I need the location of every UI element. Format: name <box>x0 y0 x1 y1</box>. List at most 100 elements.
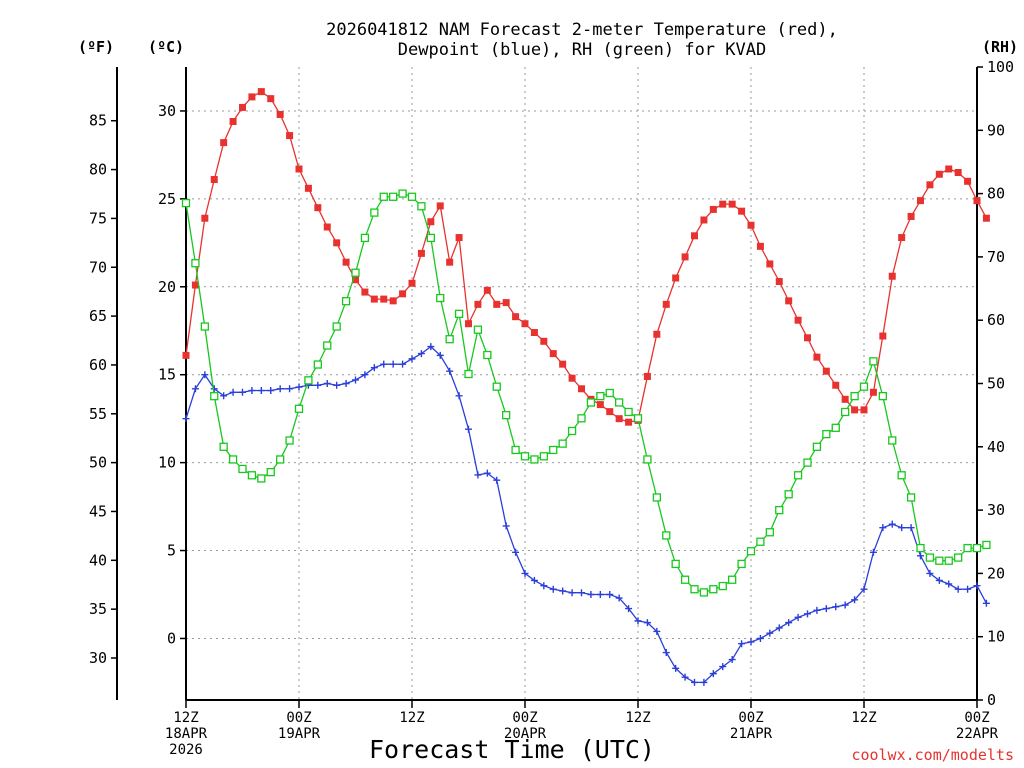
rh-point <box>737 559 746 569</box>
dewpoint-point <box>700 678 708 686</box>
dewpoint-point <box>738 640 746 648</box>
2-meter-temperature-point <box>465 320 472 328</box>
2-meter-temperature-point <box>361 288 369 296</box>
rh-tick-label: 20 <box>987 564 1005 582</box>
fahrenheit-unit-label: (ºF) <box>78 38 114 56</box>
dewpoint-point <box>323 380 331 387</box>
2-meter-temperature-point <box>267 95 275 103</box>
2-meter-temperature-point <box>832 381 840 389</box>
time-tick-label: 00Z <box>738 710 763 726</box>
2-meter-temperature-point <box>672 274 680 282</box>
rh-tick-label: 100 <box>987 58 1014 76</box>
rh-point <box>276 455 285 464</box>
2-meter-temperature-point <box>898 234 906 242</box>
rh-point <box>746 547 756 556</box>
rh-point <box>954 553 963 562</box>
2-meter-temperature-point <box>738 207 746 215</box>
dewpoint-point <box>370 364 378 372</box>
rh-point <box>831 423 840 432</box>
rh-point <box>483 350 492 360</box>
time-tick-label: 20APR <box>504 726 547 742</box>
2-meter-temperature-point <box>408 279 416 287</box>
2-meter-temperature-point <box>568 374 576 382</box>
rh-point <box>888 436 897 445</box>
rh-point <box>228 455 238 464</box>
credit-label: coolwx.com/modelts <box>851 746 1014 764</box>
rh-point <box>586 398 596 407</box>
dewpoint-point <box>879 524 887 532</box>
dewpoint-point <box>719 663 727 671</box>
2-meter-temperature-point <box>540 337 548 345</box>
2-meter-temperature-point <box>201 214 209 222</box>
dewpoint-point <box>417 350 425 358</box>
rh-point <box>699 588 709 597</box>
dewpoint-point <box>832 603 840 611</box>
rh-point <box>652 493 661 502</box>
2-meter-temperature-point <box>380 295 388 303</box>
2-meter-temperature-point <box>220 139 228 147</box>
2-meter-temperature-point <box>822 367 830 375</box>
dewpoint-point <box>634 617 642 625</box>
chart-title-line2: Dewpoint (blue), RH (green) for KVAD <box>398 40 766 60</box>
fahrenheit-tick-label: 45 <box>89 502 107 520</box>
rh-point <box>784 490 793 499</box>
dewpoint-point <box>860 585 868 593</box>
fahrenheit-tick-label: 70 <box>89 258 107 276</box>
rh-point <box>238 464 247 474</box>
rh-point <box>530 455 539 464</box>
2-meter-temperature-point <box>323 223 331 231</box>
celsius-tick-label: 20 <box>158 278 176 296</box>
fahrenheit-tick-label: 80 <box>89 161 107 179</box>
2-meter-temperature-point <box>229 118 237 126</box>
celsius-tick-label: 15 <box>158 366 176 384</box>
2-meter-temperature-point <box>945 165 953 173</box>
2-meter-temperature-point <box>728 200 736 208</box>
2-meter-temperature-point <box>530 329 538 337</box>
2-meter-temperature-point <box>982 214 990 222</box>
2-meter-temperature-point <box>286 132 294 140</box>
rh-point <box>775 505 784 515</box>
rh-point <box>549 445 558 455</box>
2-meter-temperature-point <box>691 232 698 240</box>
dewpoint-point <box>653 627 661 635</box>
rh-point <box>304 376 313 385</box>
rh-point <box>643 455 652 464</box>
2-meter-temperature-point <box>888 272 896 280</box>
2-meter-temperature-point <box>549 350 557 358</box>
dewpoint-point <box>182 415 190 423</box>
rh-point <box>869 357 878 366</box>
fahrenheit-tick-label: 30 <box>89 649 107 667</box>
2-meter-temperature-point <box>512 313 520 321</box>
dewpoint-point <box>549 585 557 593</box>
time-tick-label: 19APR <box>278 726 321 742</box>
rh-point <box>539 452 548 461</box>
time-tick-label: 2026 <box>169 742 203 758</box>
rh-point <box>323 341 332 350</box>
dewpoint-point <box>455 392 463 400</box>
dewpoint-point <box>427 343 435 351</box>
x-axis-label: Forecast Time (UTC) <box>369 735 655 764</box>
2-meter-temperature-point <box>615 415 623 423</box>
dewpoint-point <box>822 605 830 613</box>
2-meter-temperature-point <box>559 360 567 368</box>
dewpoint-point <box>625 605 633 613</box>
rh-point <box>577 414 586 423</box>
2-meter-temperature-point <box>295 165 303 173</box>
2-meter-temperature-point <box>427 218 435 226</box>
fahrenheit-tick-label: 55 <box>89 405 107 423</box>
2-meter-temperature-point <box>389 297 397 305</box>
2-meter-temperature-point <box>841 395 849 403</box>
celsius-tick-label: 25 <box>158 190 176 208</box>
fahrenheit-tick-label: 50 <box>89 454 107 472</box>
axis-layer: 0 5 10 15 20 25 30 30 35 40 45 50 55 60 65 70 75 80 85 0 10 2… <box>89 58 1014 758</box>
rh-tick-label: 40 <box>987 438 1005 456</box>
time-tick-label: 00Z <box>286 710 311 726</box>
dewpoint-point <box>615 594 623 602</box>
dewpoint-point <box>794 613 802 621</box>
rh-point <box>605 388 614 398</box>
dewpoint-point <box>239 388 246 396</box>
2-meter-temperature-point <box>625 418 633 426</box>
dewpoint-point <box>954 585 962 593</box>
rh-point <box>567 426 577 436</box>
dewpoint-point <box>220 392 228 400</box>
